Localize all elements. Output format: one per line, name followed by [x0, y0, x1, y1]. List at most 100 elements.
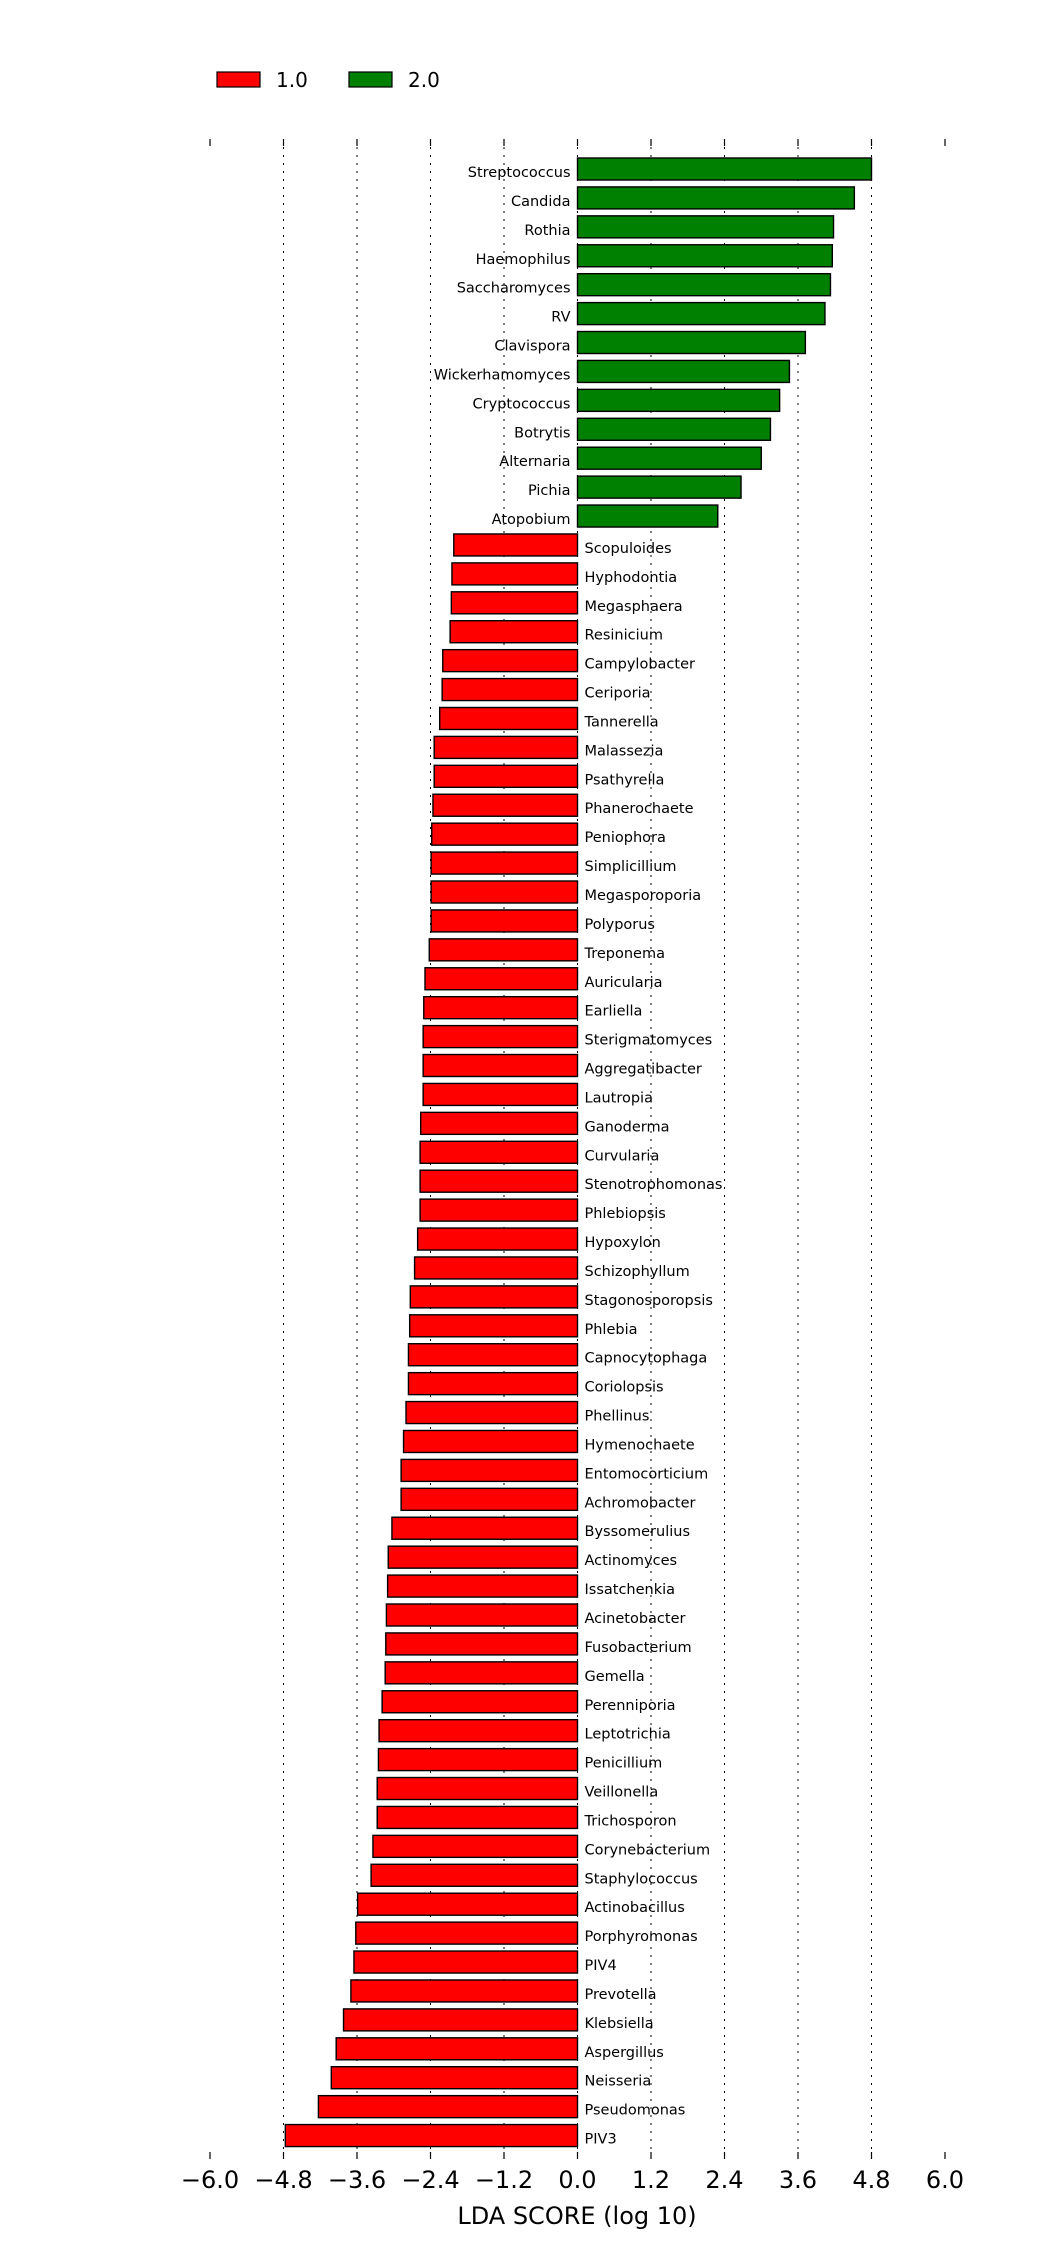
bar	[450, 591, 579, 615]
bar	[449, 620, 579, 644]
legend-swatch-group-1	[216, 71, 261, 88]
bar	[402, 1429, 579, 1454]
bar	[405, 1400, 579, 1425]
bar	[355, 1921, 579, 1945]
bar-label: Candida	[511, 194, 571, 210]
bar-label: Phlebiopsis	[585, 1206, 666, 1222]
bar	[423, 995, 579, 1020]
bar	[422, 1053, 579, 1078]
bar	[385, 1632, 579, 1656]
bar	[376, 1805, 579, 1830]
bar-label: Aggregatibacter	[585, 1062, 702, 1078]
bar	[430, 851, 579, 875]
x-tick-label: 6.0	[926, 2166, 964, 2194]
bar	[431, 822, 579, 846]
bar	[284, 2123, 579, 2148]
bar-label: PIV4	[585, 1958, 617, 1974]
bar-label: Staphylococcus	[585, 1871, 698, 1887]
bar-label: Acinetobacter	[585, 1611, 686, 1627]
bar	[576, 504, 719, 528]
bar-label: Haemophilus	[476, 252, 571, 268]
bar-label: Hyphodontia	[585, 570, 678, 586]
bars	[284, 157, 873, 2148]
bar	[576, 157, 873, 181]
bar	[419, 1169, 579, 1193]
bar	[442, 648, 579, 673]
x-tick-label: 3.6	[779, 2166, 817, 2194]
bar-label: Leptotrichia	[585, 1727, 671, 1743]
bar	[430, 909, 579, 933]
x-tick-label: −3.6	[328, 2166, 386, 2194]
bar	[441, 677, 579, 702]
bar	[576, 301, 826, 326]
bar-label: Malassezia	[585, 743, 664, 759]
bar	[432, 793, 579, 817]
bar-label: Hypoxylon	[585, 1235, 661, 1251]
bar-label: Coriolopsis	[585, 1380, 664, 1396]
bar	[350, 1979, 579, 2003]
bar	[407, 1371, 579, 1396]
bar-label: Actinomyces	[585, 1553, 678, 1569]
bar-label: Saccharomyces	[457, 281, 571, 297]
bar-label: Simplicillium	[585, 859, 677, 875]
x-axis: −6.0 −4.8 −3.6 −2.4 −1.2 0.0 1.2 2.4 3.6 4.8 6.0	[181, 139, 964, 2194]
bar-label: Wickerhamomyces	[434, 367, 571, 383]
bar	[419, 1198, 579, 1222]
x-tick-label: 0.0	[558, 2166, 596, 2194]
bar-label: Cryptococcus	[473, 396, 571, 412]
bar-label: Schizophyllum	[585, 1264, 690, 1280]
bar-label: Trichosporon	[584, 1813, 677, 1829]
bar	[330, 2066, 579, 2090]
bar-label: Phlebia	[585, 1322, 638, 1338]
bar	[370, 1863, 579, 1887]
bar-label: Megasphaera	[585, 599, 683, 615]
bar-label: Porphyromonas	[585, 1929, 698, 1945]
bar-label: PIV3	[585, 2132, 617, 2148]
bar	[384, 1661, 579, 1685]
bar-label: Campylobacter	[585, 657, 695, 673]
bar-label: Stagonosporopsis	[585, 1293, 713, 1309]
bar-label: Peniophora	[585, 830, 666, 846]
bar	[416, 1227, 579, 1251]
bar	[576, 215, 835, 239]
bar-label: Actinobacillus	[585, 1900, 685, 1916]
bar-label: Clavispora	[494, 339, 570, 355]
bar-label: Polyporus	[585, 917, 656, 933]
bar-label: Curvularia	[585, 1148, 660, 1164]
bar	[576, 244, 834, 268]
x-tick-label: −2.4	[401, 2166, 459, 2194]
legend: 1.0 2.0	[216, 68, 440, 92]
bar-label: Treponema	[584, 946, 666, 962]
bar-label: Phellinus	[585, 1409, 650, 1425]
bar-labels: Streptococcus Candida Rothia Haemophilus Sac…	[434, 165, 723, 2148]
bar-label: Sterigmatomyces	[585, 1033, 713, 1049]
x-tick-label: 4.8	[852, 2166, 890, 2194]
bar	[408, 1314, 579, 1338]
bar	[420, 1111, 579, 1136]
bar	[576, 446, 762, 470]
bar	[576, 330, 807, 355]
bar-label: Ceriporia	[585, 686, 651, 702]
x-tick-label: −1.2	[475, 2166, 533, 2194]
x-axis-title: LDA SCORE (log 10)	[457, 2202, 696, 2230]
bar	[376, 1776, 579, 1801]
bar-label: Achromobacter	[585, 1495, 696, 1511]
bar	[407, 1343, 579, 1367]
bar	[391, 1516, 579, 1540]
bar	[356, 1892, 579, 1916]
bar-label: Phanerochaete	[585, 801, 694, 817]
legend-swatch-group-2	[348, 71, 393, 88]
x-tick-label: 2.4	[705, 2166, 743, 2194]
bar	[413, 1256, 579, 1280]
bar-label: Hymenochaete	[585, 1437, 695, 1453]
bar-label: Tannerella	[584, 714, 659, 730]
bar-label: Alternaria	[499, 454, 570, 470]
bar-label: Scopuloides	[585, 541, 672, 557]
bar	[409, 1285, 579, 1309]
bar-label: Entomocorticium	[585, 1466, 709, 1482]
bar-label: Neisseria	[585, 2074, 652, 2090]
bar-label: Earliella	[585, 1004, 643, 1020]
bar	[419, 1140, 579, 1164]
bar	[424, 967, 579, 991]
bar-label: Klebsiella	[585, 2016, 654, 2032]
